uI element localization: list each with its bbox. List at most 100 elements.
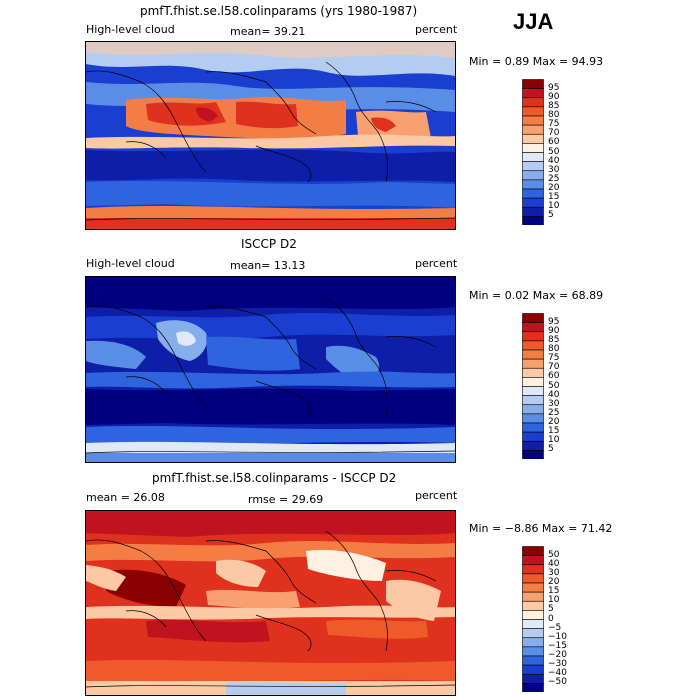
- panel-3-units-label: percent: [415, 489, 458, 502]
- panel-1-colorbar-swatch: [522, 197, 544, 208]
- panel-1-colorbar-swatches: [522, 79, 544, 226]
- panel-2-colorbar-tick-label: 40: [548, 389, 560, 400]
- panel-3-map-field: [86, 511, 455, 695]
- panel-2-variable-label: High-level cloud: [86, 257, 175, 270]
- panel-2-colorbar-tick-label: 95: [548, 316, 560, 327]
- panel-1-colorbar-swatch: [522, 188, 544, 199]
- panel-1-map-field: [86, 42, 455, 229]
- panel-1-colorbar-tick-label: 70: [548, 128, 560, 139]
- panel-3-colorbar-swatch: [522, 591, 544, 602]
- panel-3-colorbar-swatches: [522, 546, 544, 693]
- panel-1-colorbar-swatch: [522, 133, 544, 144]
- panel-3-colorbar-tick-label: 0: [548, 613, 554, 624]
- panel-3-colorbar: [522, 546, 544, 696]
- panel-3-colorbar-swatch: [522, 628, 544, 639]
- panel-1-colorbar-tick-label: 20: [548, 183, 560, 193]
- panel-3-colorbar-swatch: [522, 637, 544, 648]
- panel-3-colorbar-tick-label: −50: [548, 677, 567, 688]
- panel-3-colorbar-swatch: [522, 600, 544, 611]
- panel-2-colorbar-tick-label: 90: [548, 325, 560, 336]
- panel-2-map-field: [86, 277, 455, 462]
- panel-2-colorbar-tick-label: 15: [548, 426, 560, 437]
- panel-2-colorbar-swatch: [522, 367, 544, 378]
- panel-1-colorbar-swatch: [522, 170, 544, 181]
- panel-3-mean-label: mean = 26.08: [86, 491, 165, 504]
- panel-1-colorbar-tick-label: 15: [548, 192, 560, 203]
- panel-1-colorbar-tick-label: 75: [548, 119, 560, 130]
- panel-2-colorbar-swatch: [522, 413, 544, 424]
- panel-1-colorbar-tick-label: 25: [548, 173, 560, 184]
- panel-3-colorbar-tick-label: 15: [548, 586, 560, 597]
- panel-2-colorbar-tick-label: 85: [548, 334, 560, 345]
- panel-2-colorbar-tick-label: 20: [548, 417, 560, 427]
- panel-3-colorbar-swatch: [522, 555, 544, 566]
- panel-3-colorbar-tick-label: −40: [548, 668, 567, 679]
- panel-2-mean-label: mean= 13.13: [230, 259, 306, 272]
- panel-1-colorbar-tick-label: 95: [548, 82, 560, 93]
- panel-1-colorbar-swatch: [522, 115, 544, 126]
- panel-3-rmse-label: rmse = 29.69: [248, 493, 324, 506]
- panel-3-colorbar-swatch: [522, 564, 544, 575]
- panel-2-colorbar-tick-label: 50: [548, 380, 560, 391]
- panel-1-colorbar-swatch: [522, 206, 544, 217]
- panel-3-colorbar-tick-label: −30: [548, 659, 567, 670]
- panel-1-mean-label: mean= 39.21: [230, 25, 306, 38]
- panel-1-units-label: percent: [415, 23, 458, 36]
- panel-3-colorbar-swatch: [522, 546, 544, 556]
- panel-2-title: ISCCP D2: [241, 237, 297, 251]
- panel-3-colorbar-tick-label: 5: [548, 604, 554, 615]
- panel-1-variable-label: High-level cloud: [86, 23, 175, 36]
- panel-2-colorbar-tick-label: 60: [548, 371, 560, 382]
- panel-1-colorbar-tick-label: 90: [548, 91, 560, 102]
- panel-2-colorbar: [522, 313, 544, 463]
- panel-1-colorbar-swatch: [522, 124, 544, 135]
- panel-2-colorbar-swatch: [522, 386, 544, 396]
- panel-3-colorbar-swatch: [522, 610, 544, 620]
- panel-3-colorbar-tick-label: 10: [548, 595, 560, 606]
- panel-3-colorbar-tick-label: −15: [548, 640, 567, 651]
- panel-2-colorbar-swatch: [522, 322, 544, 333]
- panel-2-colorbar-tick-label: 75: [548, 353, 560, 364]
- panel-3-colorbar-tick-label: 40: [548, 558, 560, 569]
- panel-1-colorbar-swatch: [522, 88, 544, 99]
- panel-2-colorbar-swatches: [522, 313, 544, 460]
- panel-3-colorbar-swatch: [522, 664, 544, 675]
- panel-1-colorbar-tick-label: 30: [548, 164, 560, 175]
- panel-2-colorbar-tick-label: 25: [548, 407, 560, 418]
- panel-2-colorbar-swatch: [522, 358, 544, 369]
- panel-1-colorbar-swatch: [522, 97, 544, 108]
- panel-2-colorbar-swatch: [522, 349, 544, 360]
- panel-1-colorbar-tick-label: 60: [548, 137, 560, 148]
- panel-3-colorbar-swatch: [522, 573, 544, 584]
- panel-3-colorbar-swatch: [522, 619, 544, 629]
- panel-2-colorbar-swatch: [522, 450, 544, 460]
- panel-3-colorbar-tick-label: −20: [548, 650, 567, 660]
- panel-2-colorbar-tick-label: 10: [548, 435, 560, 446]
- panel-1-colorbar-tick-label: 10: [548, 201, 560, 212]
- panel-3-colorbar-swatch: [522, 655, 544, 666]
- panel-1-colorbar-swatch: [522, 106, 544, 117]
- panel-2-colorbar-swatch: [522, 331, 544, 342]
- panel-3-minmax-label: Min = −8.86 Max = 71.42: [469, 522, 613, 535]
- panel-1-colorbar-swatch: [522, 79, 544, 89]
- season-label: JJA: [513, 9, 554, 34]
- panel-2-colorbar-swatch: [522, 422, 544, 433]
- panel-3-colorbar-swatch: [522, 582, 544, 593]
- panel-2-colorbar-tick-label: 70: [548, 362, 560, 373]
- panel-3-colorbar-tick-label: −10: [548, 631, 567, 642]
- panel-1-colorbar-swatch: [522, 143, 544, 153]
- panel-1-colorbar-tick-label: 50: [548, 146, 560, 157]
- panel-3-colorbar-tick-label: 50: [548, 549, 560, 560]
- panel-1-colorbar-tick-label: 40: [548, 155, 560, 166]
- panel-2-colorbar-swatch: [522, 440, 544, 451]
- panel-3-colorbar-swatch: [522, 683, 544, 693]
- panel-2-colorbar-swatch: [522, 404, 544, 415]
- panel-2-colorbar-tick-label: 30: [548, 398, 560, 409]
- panel-2-colorbar-swatch: [522, 340, 544, 351]
- panel-1-colorbar-tick-label: 80: [548, 110, 560, 120]
- panel-3-colorbar-swatch: [522, 673, 544, 684]
- panel-2-colorbar-swatch: [522, 395, 544, 406]
- panel-1-colorbar: [522, 79, 544, 229]
- panel-2-colorbar-swatch: [522, 377, 544, 387]
- panel-2-colorbar-swatch: [522, 313, 544, 323]
